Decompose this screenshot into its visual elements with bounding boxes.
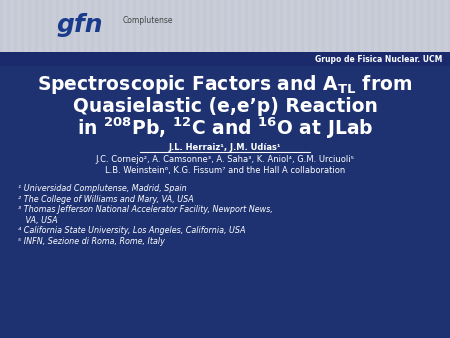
Bar bbox=[21, 0, 24, 52]
Bar bbox=[70, 0, 73, 52]
Bar bbox=[182, 0, 185, 52]
Bar bbox=[154, 0, 157, 52]
Bar bbox=[357, 0, 360, 52]
Text: in $^{\mathbf{208}}$Pb, $^{\mathbf{12}}$C and $^{\mathbf{16}}$O at JLab: in $^{\mathbf{208}}$Pb, $^{\mathbf{12}}$… bbox=[77, 115, 373, 141]
Bar bbox=[203, 0, 206, 52]
Bar bbox=[245, 0, 248, 52]
Text: J.C. Cornejo², A. Camsonne³, A. Saha³, K. Aniol⁴, G.M. Urciuoli⁵: J.C. Cornejo², A. Camsonne³, A. Saha³, K… bbox=[95, 154, 355, 164]
Bar bbox=[84, 0, 87, 52]
Bar bbox=[427, 0, 430, 52]
Bar bbox=[112, 0, 115, 52]
Bar bbox=[434, 0, 437, 52]
Bar bbox=[231, 0, 234, 52]
Bar bbox=[294, 0, 297, 52]
Bar bbox=[224, 0, 227, 52]
Bar bbox=[336, 0, 339, 52]
Bar bbox=[343, 0, 346, 52]
Bar bbox=[259, 0, 262, 52]
Bar bbox=[91, 0, 94, 52]
Text: Spectroscopic Factors and $\mathbf{A_{TL}}$ from: Spectroscopic Factors and $\mathbf{A_{TL… bbox=[37, 72, 413, 96]
Bar bbox=[217, 0, 220, 52]
Bar bbox=[210, 0, 213, 52]
Bar bbox=[308, 0, 311, 52]
Bar bbox=[161, 0, 164, 52]
Text: ⁴ California State University, Los Angeles, California, USA: ⁴ California State University, Los Angel… bbox=[18, 226, 246, 235]
Bar bbox=[7, 0, 10, 52]
Text: ¹ Universidad Complutense, Madrid, Spain: ¹ Universidad Complutense, Madrid, Spain bbox=[18, 184, 187, 193]
Bar bbox=[0, 52, 450, 66]
Bar bbox=[350, 0, 353, 52]
Bar bbox=[77, 0, 80, 52]
Bar bbox=[329, 0, 332, 52]
Text: VA, USA: VA, USA bbox=[18, 216, 58, 224]
Bar bbox=[322, 0, 325, 52]
Bar bbox=[105, 0, 108, 52]
Text: L.B. Weinstein⁶, K.G. Fissum⁷ and the Hall A collaboration: L.B. Weinstein⁶, K.G. Fissum⁷ and the Ha… bbox=[105, 166, 345, 174]
Bar bbox=[189, 0, 192, 52]
Text: Quasielastic (e,e’p) Reaction: Quasielastic (e,e’p) Reaction bbox=[72, 97, 378, 116]
Bar bbox=[301, 0, 304, 52]
Text: Grupo de Fisica Nuclear. UCM: Grupo de Fisica Nuclear. UCM bbox=[315, 54, 442, 64]
Bar bbox=[371, 0, 374, 52]
Bar bbox=[49, 0, 52, 52]
Bar bbox=[133, 0, 136, 52]
Bar bbox=[0, 0, 450, 52]
Bar bbox=[196, 0, 199, 52]
Bar bbox=[273, 0, 276, 52]
Text: gfn: gfn bbox=[57, 13, 103, 37]
Bar bbox=[0, 0, 3, 52]
Bar bbox=[441, 0, 444, 52]
Bar bbox=[42, 0, 45, 52]
Bar bbox=[399, 0, 402, 52]
Text: ⁵ INFN, Sezione di Roma, Rome, Italy: ⁵ INFN, Sezione di Roma, Rome, Italy bbox=[18, 237, 165, 245]
Bar bbox=[406, 0, 409, 52]
Bar bbox=[126, 0, 129, 52]
Bar bbox=[28, 0, 31, 52]
Bar bbox=[378, 0, 381, 52]
Bar bbox=[98, 0, 101, 52]
Bar bbox=[266, 0, 269, 52]
Text: Complutense: Complutense bbox=[123, 17, 173, 25]
Bar bbox=[147, 0, 150, 52]
Bar bbox=[280, 0, 283, 52]
Bar bbox=[238, 0, 241, 52]
Bar bbox=[315, 0, 318, 52]
Bar bbox=[392, 0, 395, 52]
Text: J.L. Herraiz¹, J.M. Udías¹: J.L. Herraiz¹, J.M. Udías¹ bbox=[169, 144, 281, 152]
Bar bbox=[119, 0, 122, 52]
Bar bbox=[413, 0, 416, 52]
Bar bbox=[63, 0, 66, 52]
Text: ² The College of Williams and Mary, VA, USA: ² The College of Williams and Mary, VA, … bbox=[18, 194, 194, 203]
Bar bbox=[420, 0, 423, 52]
Text: ³ Thomas Jefferson National Accelerator Facility, Newport News,: ³ Thomas Jefferson National Accelerator … bbox=[18, 205, 273, 214]
Bar bbox=[56, 0, 59, 52]
Bar bbox=[448, 0, 450, 52]
Bar bbox=[35, 0, 38, 52]
Bar bbox=[287, 0, 290, 52]
Bar bbox=[140, 0, 143, 52]
Bar bbox=[168, 0, 171, 52]
Bar bbox=[385, 0, 388, 52]
Bar bbox=[14, 0, 17, 52]
Bar bbox=[175, 0, 178, 52]
Bar bbox=[364, 0, 367, 52]
Bar bbox=[252, 0, 255, 52]
